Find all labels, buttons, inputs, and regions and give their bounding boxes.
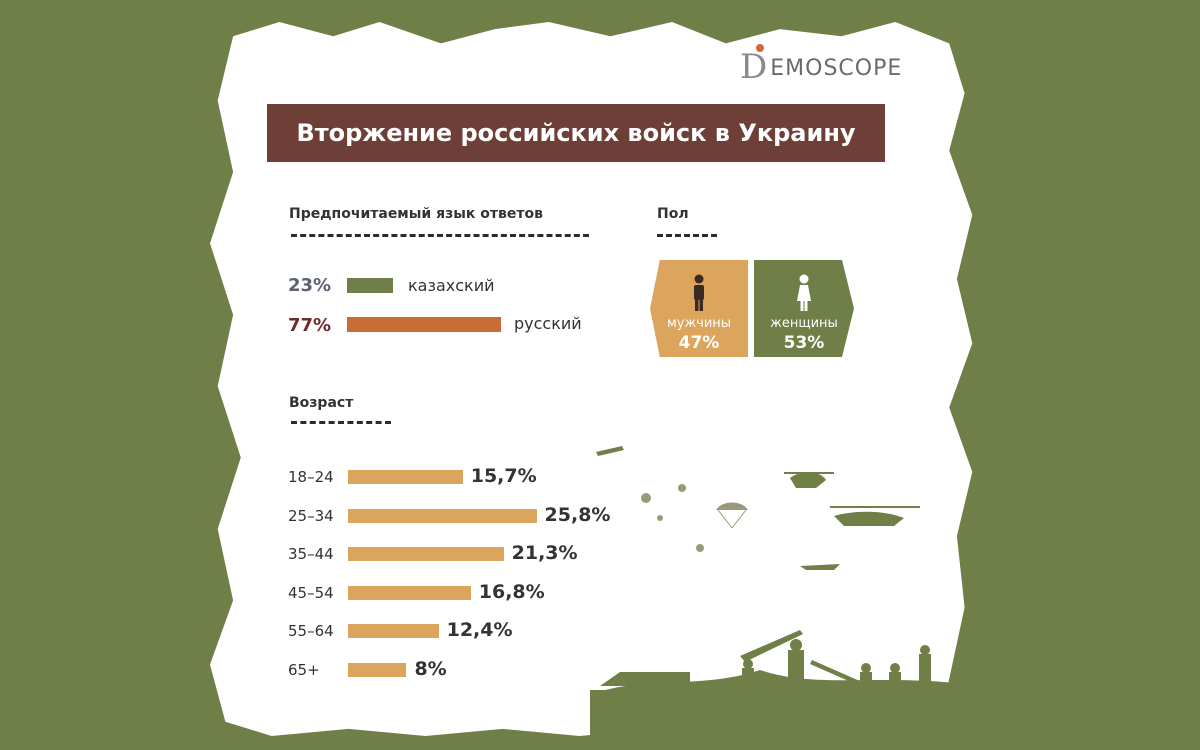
men-panel: мужчины 47% <box>650 260 748 357</box>
age-category-label: 55–64 <box>288 622 334 640</box>
age-value-label: 21,3% <box>511 542 578 564</box>
women-panel: женщины 53% <box>754 260 854 357</box>
age-bar <box>348 624 439 638</box>
age-bar <box>348 547 504 561</box>
age-value-label: 15,7% <box>470 465 537 487</box>
age-category-label: 65+ <box>288 660 320 679</box>
logo-dot-icon <box>756 44 764 52</box>
gender-section-label: Пол <box>657 206 689 222</box>
language-section-label: Предпочитаемый язык ответов <box>289 206 543 222</box>
age-category-label: 25–34 <box>288 506 334 525</box>
age-value-label: 25,8% <box>544 503 611 526</box>
age-bar <box>348 508 537 523</box>
women-label: женщины <box>770 316 838 331</box>
age-section-label: Возраст <box>289 395 354 411</box>
logo-letter: D <box>740 47 769 87</box>
age-value-label: 8% <box>414 657 447 680</box>
age-bar <box>348 585 471 600</box>
man-icon <box>694 274 704 311</box>
kazakh-pct: 23% <box>288 275 332 296</box>
men-pct: 47% <box>678 333 720 353</box>
men-label: мужчины <box>666 316 732 331</box>
age-value-label: 16,8% <box>478 580 545 603</box>
page-title: Вторжение российских войск в Украину <box>267 104 885 162</box>
russian-pct: 77% <box>288 315 332 336</box>
age-category-label: 45–54 <box>288 583 334 602</box>
age-bar <box>348 470 463 484</box>
age-bar <box>348 662 407 677</box>
age-value-label: 12,4% <box>446 619 513 641</box>
russian-label: русский <box>514 314 582 333</box>
kazakh-label: казахский <box>408 276 495 295</box>
language-divider <box>291 234 589 237</box>
logo-text: EMOSCOPE <box>770 56 903 81</box>
kazakh-bar <box>347 278 393 293</box>
age-category-label: 35–44 <box>288 545 334 563</box>
gender-divider <box>657 234 717 237</box>
russian-bar <box>347 317 501 332</box>
women-pct: 53% <box>783 333 825 353</box>
age-category-label: 18–24 <box>288 468 334 486</box>
demoscope-logo: D EMOSCOPE <box>740 44 903 87</box>
woman-icon <box>797 274 811 311</box>
age-divider <box>291 421 391 424</box>
